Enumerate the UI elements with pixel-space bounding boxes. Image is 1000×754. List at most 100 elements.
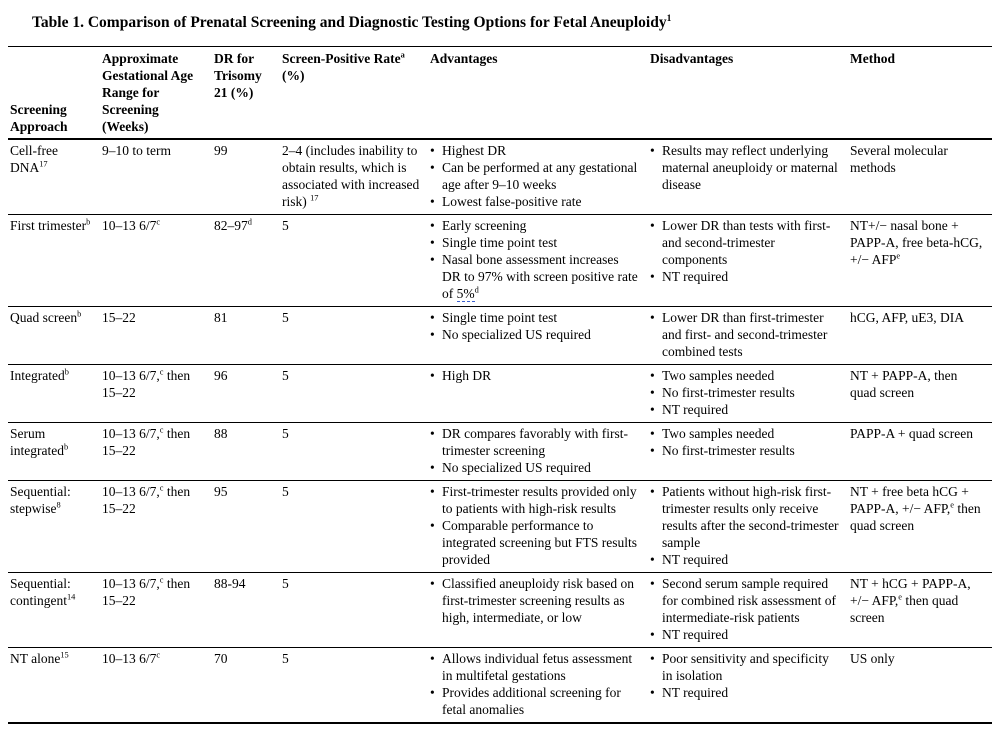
bullet-icon: • (650, 218, 655, 233)
footnote-marker: c (159, 483, 164, 493)
cell-screen-positive-rate: 5 (280, 572, 428, 648)
cell-method: US only (848, 647, 992, 724)
bullet-item: • Lower DR than first-trimester and first… (650, 309, 840, 360)
bullet-text: Nasal bone assessment increases DR to 97… (442, 252, 638, 302)
bullet-item: • Single time point test (430, 309, 640, 326)
cell-disadvantages: • Poor sensitivity and specificity in iso… (648, 647, 848, 724)
bullet-icon: • (430, 160, 435, 175)
cell-gestational-age: 10–13 6/7c (100, 647, 212, 724)
cell-method: NT+/− nasal bone + PAPP-A, free beta-hCG… (848, 214, 992, 307)
bullet-icon: • (650, 269, 655, 284)
bullet-icon: • (650, 310, 655, 325)
cell-advantages: • Allows individual fetus assessment in m… (428, 647, 648, 724)
bullet-text: High DR (442, 368, 492, 383)
bullet-icon: • (430, 368, 435, 383)
footnote-marker: 17 (310, 193, 319, 203)
table-row: First trimesterb 10–13 6/7c 82–97d 5 • Early … (8, 214, 992, 307)
table-header: Screening Approach Approximate Gestation… (8, 46, 992, 140)
bullet-item: • Poor sensitivity and specificity in iso… (650, 650, 840, 684)
bullet-icon: • (430, 218, 435, 233)
footnote-marker: b (64, 367, 69, 377)
cell-advantages: • High DR (428, 364, 648, 423)
footnote-marker: d (247, 217, 252, 227)
bullet-text: Results may reflect underlying maternal … (662, 143, 838, 192)
cell-screening-approach: Sequential: stepwise8 (8, 480, 100, 573)
footnote-marker: e (898, 592, 902, 602)
bullet-item: • Single time point test (430, 234, 640, 251)
bullet-icon: • (650, 426, 655, 441)
bullet-item: • No first-trimester results (650, 384, 840, 401)
table-row: Cell-free DNA17 9–10 to term 99 2–4 (includ… (8, 139, 992, 215)
bullet-item: • Classified aneuploidy risk based on fir… (430, 575, 640, 626)
bullet-text: Provides additional screening for fetal … (442, 685, 621, 717)
bullet-text: DR compares favorably with first-trimest… (442, 426, 628, 458)
bullet-icon: • (650, 576, 655, 591)
header-advantages: Advantages (428, 46, 648, 140)
header-dr-trisomy-21: DR for Trisomy 21 (%) (212, 46, 280, 140)
bullet-icon: • (430, 426, 435, 441)
cell-disadvantages: • Lower DR than tests with first- and sec… (648, 214, 848, 307)
cell-method: hCG, AFP, uE3, DIA (848, 306, 992, 365)
cell-advantages: • Single time point test • No specialized U… (428, 306, 648, 365)
bullet-icon: • (430, 484, 435, 499)
bullet-text: Highest DR (442, 143, 507, 158)
bullet-text: No first-trimester results (662, 385, 795, 400)
table-body: Cell-free DNA17 9–10 to term 99 2–4 (includ… (8, 139, 992, 724)
cell-screen-positive-rate: 2–4 (includes inability to obtain result… (280, 139, 428, 215)
footnote-marker: b (77, 309, 82, 319)
bullet-icon: • (430, 327, 435, 342)
cell-screening-approach: First trimesterb (8, 214, 100, 307)
bullet-icon: • (430, 518, 435, 533)
bullet-text: NT required (662, 552, 729, 567)
cell-dr-trisomy-21: 95 (212, 480, 280, 573)
footnote-marker: 14 (67, 592, 76, 602)
bullet-text: Early screening (442, 218, 527, 233)
bullet-text: NT required (662, 627, 729, 642)
table-row: NT alone15 10–13 6/7c 70 5 • Allows individua… (8, 647, 992, 724)
bullet-icon: • (650, 385, 655, 400)
cell-disadvantages: • Lower DR than first-trimester and first… (648, 306, 848, 365)
cell-disadvantages: • Two samples needed • No first-trimester r… (648, 422, 848, 481)
footnote-marker: d (474, 285, 479, 295)
header-method: Method (848, 46, 992, 140)
bullet-text: Single time point test (442, 310, 558, 325)
table-row: Integratedb 10–13 6/7,c then 15–22 96 5 • Hig… (8, 364, 992, 423)
bullet-item: • Comparable performance to integrated sc… (430, 517, 640, 568)
bullet-text: Allows individual fetus assessment in mu… (442, 651, 633, 683)
header-screen-positive-rate: Screen-Positive Ratea (%) (280, 46, 428, 140)
cell-dr-trisomy-21: 88-94 (212, 572, 280, 648)
cell-disadvantages: • Two samples needed • No first-trimester r… (648, 364, 848, 423)
bullet-item: • Patients without high-risk first-trimes… (650, 483, 840, 551)
cell-screen-positive-rate: 5 (280, 480, 428, 573)
bullet-icon: • (430, 460, 435, 475)
cell-screening-approach: NT alone15 (8, 647, 100, 724)
cell-method: NT + PAPP-A, then quad screen (848, 364, 992, 423)
table-row: Sequential: contingent14 10–13 6/7,c then… (8, 572, 992, 648)
bullet-icon: • (430, 651, 435, 666)
bullet-item: • No specialized US required (430, 459, 640, 476)
bullet-item: • Lowest false-positive rate (430, 193, 640, 210)
cell-disadvantages: • Results may reflect underlying maternal… (648, 139, 848, 215)
footnote-marker: 15 (60, 650, 69, 660)
bullet-icon: • (650, 685, 655, 700)
bullet-text: Poor sensitivity and specificity in isol… (662, 651, 829, 683)
footnote-marker: a (400, 50, 405, 60)
bullet-item: • Can be performed at any gestational age… (430, 159, 640, 193)
footnote-marker: e (896, 251, 901, 261)
cell-gestational-age: 15–22 (100, 306, 212, 365)
cell-method: Several molecular methods (848, 139, 992, 215)
bullet-item: • Two samples needed (650, 425, 840, 442)
bullet-item: • High DR (430, 367, 640, 384)
bullet-icon: • (650, 143, 655, 158)
header-gestational-age: Approximate Gestational Age Range for Sc… (100, 46, 212, 140)
cell-screening-approach: Cell-free DNA17 (8, 139, 100, 215)
bullet-text: Lower DR than first-trimester and first-… (662, 310, 828, 359)
bullet-text: No specialized US required (442, 460, 591, 475)
bullet-icon: • (430, 576, 435, 591)
bullet-item: • DR compares favorably with first-trimes… (430, 425, 640, 459)
table-row: Serum integratedb 10–13 6/7,c then 15–22 8… (8, 422, 992, 481)
footnote-marker: c (156, 650, 161, 660)
footnote-marker: 1 (666, 12, 672, 24)
bullet-icon: • (430, 235, 435, 250)
